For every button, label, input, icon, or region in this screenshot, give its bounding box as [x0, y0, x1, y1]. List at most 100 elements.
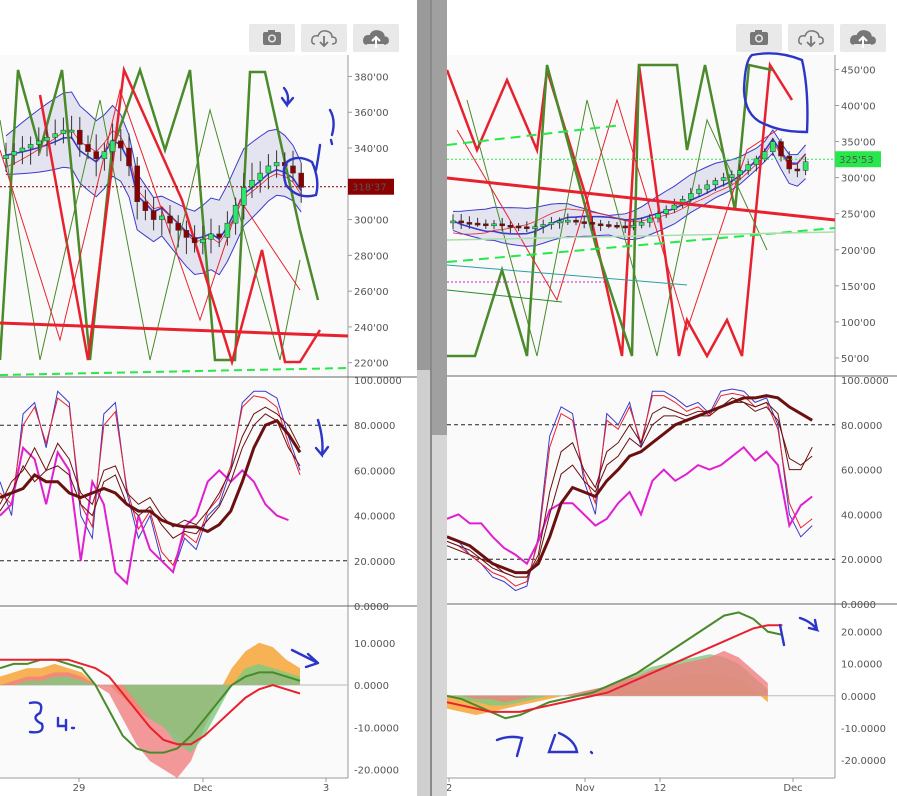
cloud-download-icon: [311, 30, 337, 48]
candle: [68, 129, 75, 133]
candle: [720, 177, 727, 181]
price-tick-label: 450'00: [841, 65, 876, 76]
stoch-tick-label: 0.0000: [841, 600, 876, 611]
candle: [638, 222, 645, 226]
cloud-upload-icon: [363, 30, 389, 48]
price-tick-label: 340'00: [354, 144, 389, 155]
ink-annotation: [778, 623, 786, 647]
zigzag-line: [447, 63, 773, 358]
stoch-line: [447, 394, 813, 575]
upload-button-right[interactable]: [840, 24, 886, 52]
ink-annotation: [282, 156, 319, 198]
candle: [622, 225, 628, 229]
download-button[interactable]: [301, 24, 347, 52]
download-button-right[interactable]: [788, 24, 834, 52]
candle: [671, 204, 678, 210]
candle: [770, 141, 776, 152]
stoch-tick-label: 20.0000: [841, 555, 882, 566]
x-tick-label: Dec: [193, 783, 212, 794]
candle: [696, 188, 702, 194]
candle: [474, 222, 481, 226]
stoch-tick-label: 100.0000: [354, 376, 402, 387]
candle: [11, 151, 17, 156]
ink-annotation: [589, 750, 594, 755]
candle: [458, 220, 464, 224]
macd-tick-label: -10.0000: [354, 723, 399, 734]
candle: [273, 162, 280, 167]
bollinger-band-fill: [453, 129, 806, 247]
splitter-line[interactable]: [430, 0, 432, 796]
candle: [3, 154, 9, 160]
candle: [499, 223, 505, 227]
ink-annotation: [56, 716, 68, 732]
candle: [36, 140, 42, 145]
left-chart-svg: 380'00360'00340'00320'00300'00280'00260'…: [0, 55, 417, 794]
x-tick-label: 29: [73, 783, 86, 794]
last-price-label: 318'37: [352, 183, 387, 194]
stoch-tick-label: 40.0000: [841, 510, 882, 521]
x-tick-label: 3: [323, 783, 329, 794]
candle: [548, 222, 555, 225]
right-scrollbar[interactable]: [432, 0, 447, 796]
ink-annotation: [314, 143, 322, 172]
zigzag-line: [0, 88, 301, 342]
candle: [150, 210, 157, 220]
candle: [515, 225, 522, 229]
candle: [655, 213, 661, 219]
price-tick-label: 240'00: [354, 323, 389, 334]
candle: [183, 230, 190, 238]
ink-annotation: [28, 701, 44, 734]
candle: [556, 220, 563, 224]
price-tick-label: 250'00: [841, 210, 876, 221]
candle: [298, 172, 304, 188]
ink-annotation: [495, 735, 524, 758]
stoch-line: [447, 445, 813, 566]
candle: [249, 179, 255, 188]
stoch-line: [0, 418, 302, 534]
cloud-download-icon: [798, 30, 824, 48]
price-tick-label: 300'00: [841, 174, 876, 185]
candle: [663, 209, 669, 214]
candle: [175, 222, 181, 231]
x-tick-label: Dec: [783, 783, 802, 794]
price-tick-label: 100'00: [841, 318, 876, 329]
candle: [532, 226, 538, 229]
price-tick-label: 360'00: [354, 108, 389, 119]
candle: [167, 215, 173, 224]
stoch-line: [0, 413, 301, 539]
macd-line: [447, 611, 783, 720]
candle: [77, 129, 83, 145]
candle: [565, 219, 571, 223]
candle: [191, 237, 198, 244]
upload-button[interactable]: [353, 24, 399, 52]
candle: [794, 168, 801, 172]
candle: [491, 223, 497, 227]
camera-button[interactable]: [249, 24, 295, 52]
trend-line: [0, 321, 349, 338]
camera-button-right[interactable]: [736, 24, 782, 52]
left-scrollbar-thumb[interactable]: [417, 0, 430, 370]
trend-line: [447, 264, 688, 286]
stoch-tick-label: 60.0000: [354, 466, 395, 477]
right-chart-pane: 450'00 400'00 350'00 300'00 250'00 200'00 150'…: [447, 0, 897, 796]
candle: [19, 147, 26, 152]
right-scrollbar-thumb[interactable]: [432, 0, 447, 435]
macd-tick-label: -20.0000: [354, 766, 399, 777]
zigzag-line: [0, 99, 301, 361]
zigzag-line: [456, 98, 778, 332]
stoch-tick-label: 80.0000: [354, 421, 395, 432]
candle: [142, 201, 149, 211]
candle: [85, 144, 91, 152]
macd-area: [0, 663, 300, 753]
candle: [778, 141, 784, 157]
price-tick-label: 350'00: [841, 138, 876, 149]
macd-line: [0, 658, 301, 746]
macd-line: [447, 624, 783, 713]
candle: [126, 147, 132, 167]
candle: [450, 220, 456, 224]
trend-line: [447, 289, 563, 303]
macd-tick-label: -20.0000: [841, 756, 886, 767]
candle: [466, 222, 473, 225]
candle: [159, 215, 165, 220]
macd-tick-label: 20.0000: [841, 628, 882, 639]
